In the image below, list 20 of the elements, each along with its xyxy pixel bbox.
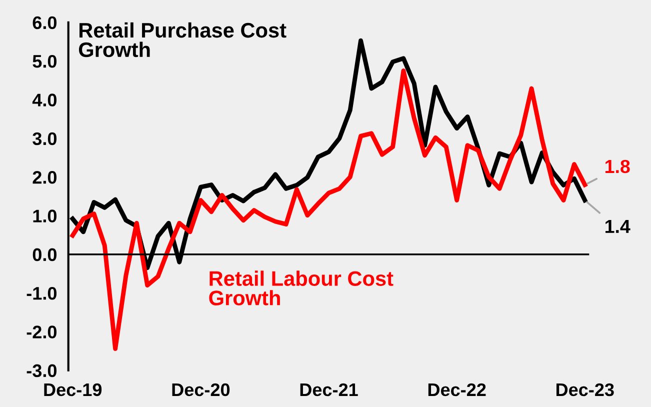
y-tick-label: 3.0 bbox=[32, 132, 57, 146]
text: Retail Labour Cost Growth bbox=[209, 270, 394, 306]
y-tick-label: 6.0 bbox=[32, 16, 57, 30]
y-tick-label: 2.0 bbox=[32, 170, 57, 184]
text: Retail Purchase Cost Growth bbox=[78, 22, 286, 58]
x-tick-label: Dec-19 bbox=[44, 383, 102, 396]
y-tick-label: -3.0 bbox=[26, 364, 57, 378]
x-tick-label: Dec-22 bbox=[428, 383, 486, 396]
y-tick-label: -2.0 bbox=[26, 326, 57, 338]
line-series bbox=[70, 68, 588, 351]
annotation: 1.8 bbox=[606, 160, 630, 174]
x-tick-label: Dec-23 bbox=[556, 383, 614, 396]
annotation: 1.4 bbox=[606, 220, 630, 233]
y-tick-label: 0.0 bbox=[32, 248, 57, 262]
y-tick-label: 1.0 bbox=[33, 210, 57, 222]
x-tick-label: Dec-21 bbox=[300, 383, 358, 396]
y-tick-label: 4.0 bbox=[32, 94, 57, 106]
y-tick-label: 5.0 bbox=[32, 54, 57, 68]
y-tick-label: -1.0 bbox=[26, 286, 57, 300]
x-tick-label: Dec-20 bbox=[172, 383, 230, 396]
